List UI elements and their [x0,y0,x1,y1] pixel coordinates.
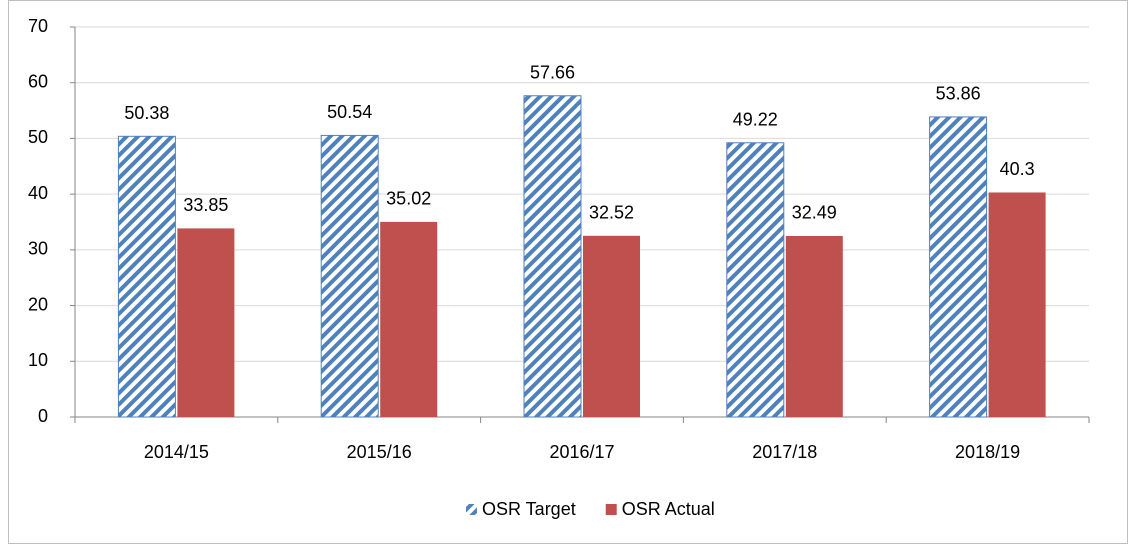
bar [785,235,843,417]
x-tick-label: 2018/19 [955,442,1020,462]
y-tick-label: 0 [38,406,48,426]
bar [380,221,438,417]
bar [929,116,988,418]
y-tick-label: 40 [28,183,48,203]
y-tick-label: 20 [28,294,48,314]
y-tick-label: 70 [28,16,48,36]
value-label: 50.38 [124,103,169,123]
chart-frame [8,0,1128,544]
bar [523,95,582,418]
x-tick-label: 2017/18 [752,442,817,462]
x-tick-label: 2016/17 [549,442,614,462]
value-label: 32.52 [589,203,634,223]
value-label: 35.02 [386,189,431,209]
value-label: 57.66 [530,63,575,83]
legend-label: OSR Actual [622,499,715,519]
bar [583,235,640,417]
legend-swatch [466,504,477,515]
legend-label: OSR Target [482,499,576,519]
value-label: 33.85 [183,195,228,215]
value-label: 49.22 [733,110,778,130]
y-tick-label: 50 [28,127,48,147]
value-label: 40.3 [1000,159,1035,179]
bar [177,228,235,417]
value-label: 32.49 [792,203,837,223]
bar [117,135,176,418]
value-label: 50.54 [327,102,372,122]
legend-swatch [605,504,617,515]
y-tick-label: 30 [28,239,48,259]
value-label: 53.86 [936,84,981,104]
bar [320,134,379,418]
x-tick-label: 2015/16 [347,442,412,462]
y-tick-label: 60 [28,71,48,91]
bar [988,192,1046,417]
bar [726,142,785,418]
y-tick-label: 10 [28,350,48,370]
x-tick-label: 2014/15 [144,442,209,462]
